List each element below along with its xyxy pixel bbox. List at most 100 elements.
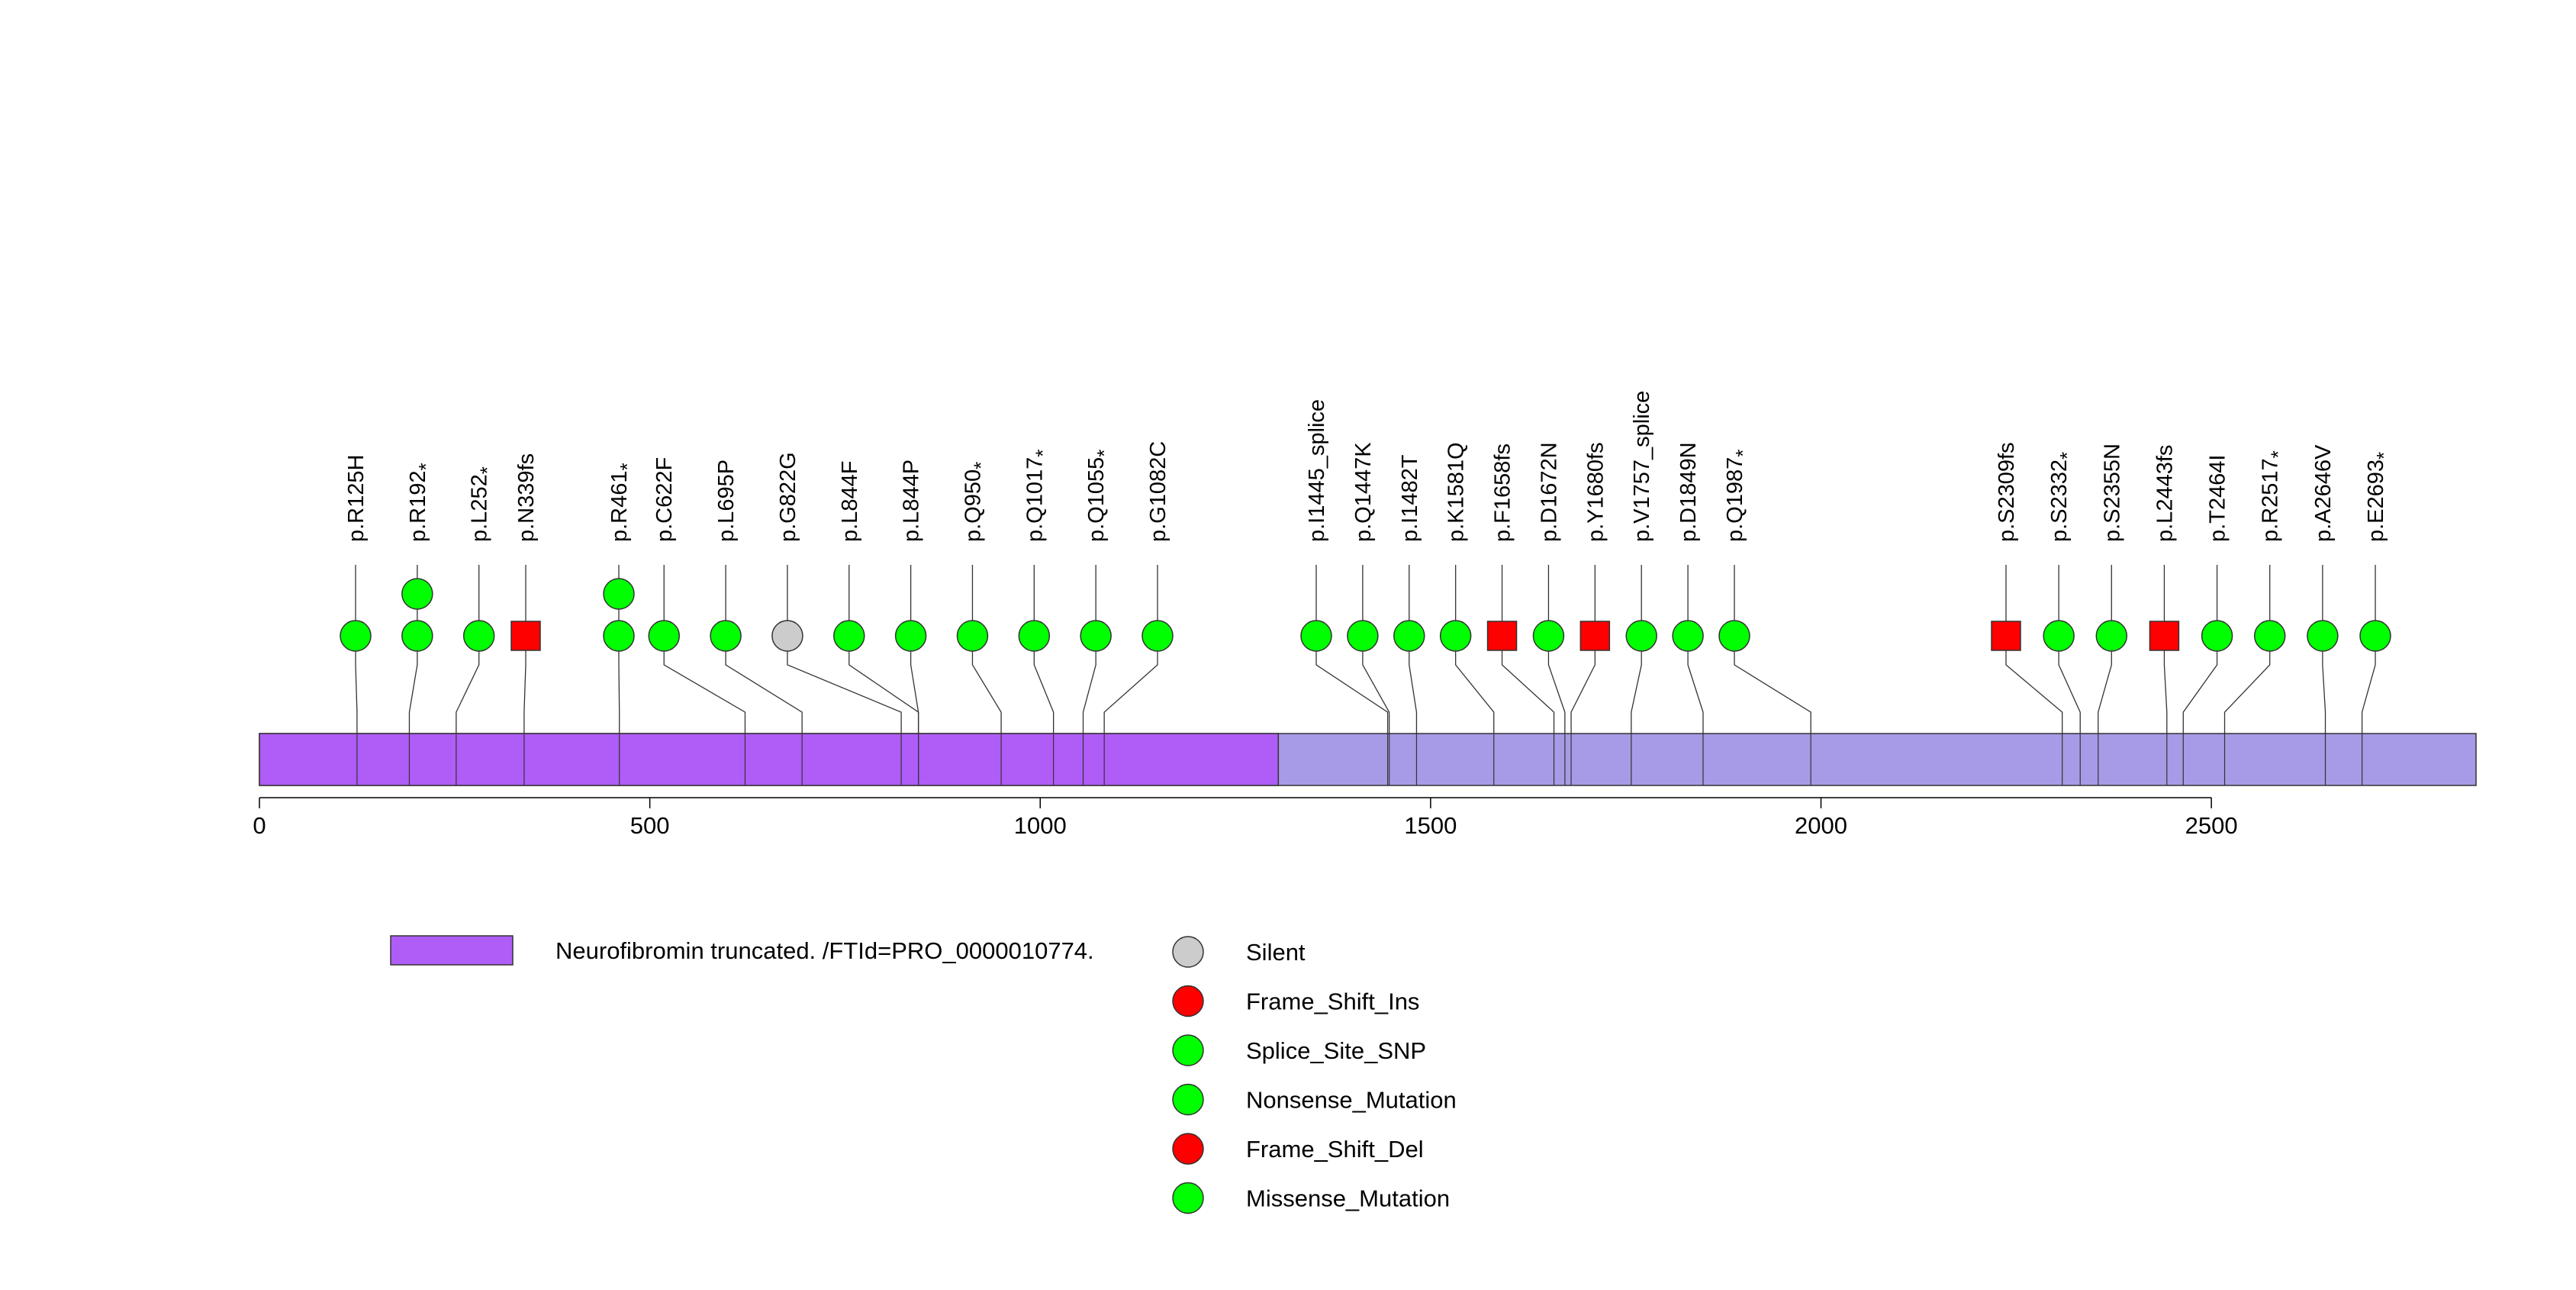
marker-p-s2309fs	[1991, 621, 2021, 651]
mutation-label-p-d1672n: p.D1672N	[1537, 442, 1561, 542]
connector-p-g822g	[787, 565, 902, 734]
marker-p-r192	[401, 620, 433, 652]
marker-p-i1445-splice	[1300, 620, 1332, 652]
connector-p-s2332	[2058, 565, 2081, 734]
mutation-label-p-r461: p.R461*	[607, 463, 639, 542]
mutation-label-p-q1987: p.Q1987*	[1723, 450, 1754, 542]
marker-p-r125h	[340, 620, 372, 652]
mutation-label-p-l252: p.L252*	[468, 466, 499, 542]
connector-lines	[355, 565, 2376, 734]
legend-label-splice-site-snp: Splice_Site_SNP	[1246, 1037, 1426, 1064]
mutation-label-p-i1482t: p.I1482T	[1398, 454, 1422, 542]
marker-p-r461-2	[603, 578, 635, 610]
marker-p-d1849n	[1672, 620, 1704, 652]
connector-p-d1672n	[1547, 565, 1566, 734]
legend-swatch-frame-shift-del	[1172, 1133, 1204, 1165]
connector-p-g1082c	[1103, 565, 1158, 734]
connector-p-l695p	[725, 565, 803, 734]
marker-p-f1658fs	[1486, 621, 1518, 651]
legend-label-frame-shift-del: Frame_Shift_Del	[1246, 1136, 1424, 1163]
mutation-label-p-t2464i: p.T2464I	[2206, 455, 2230, 542]
marker-p-r192-2	[401, 578, 433, 610]
legend-swatch-nonsense-mutation	[1172, 1083, 1204, 1116]
mutation-label-p-l844f: p.L844F	[838, 461, 862, 542]
mutation-label-p-q1055: p.Q1055*	[1084, 450, 1116, 542]
marker-p-l2443fs	[2149, 621, 2180, 651]
legend-label-silent: Silent	[1246, 939, 1306, 966]
legend-swatch-splice-site-snp	[1172, 1034, 1204, 1066]
mutation-site-lines	[356, 734, 2363, 785]
mutation-label-p-r192: p.R192*	[406, 463, 437, 542]
connector-p-k1581q	[1455, 565, 1495, 734]
mutation-label-p-s2332: p.S2332*	[2047, 452, 2079, 542]
connector-p-r2517	[2223, 565, 2271, 734]
tick-label-0: 0	[253, 812, 266, 839]
connector-p-e2693	[2361, 565, 2376, 734]
marker-p-c622f	[648, 620, 680, 652]
domain-neurofibromin-truncated	[259, 733, 1280, 786]
connector-p-r125h	[355, 565, 358, 734]
mutation-label-p-q1017: p.Q1017*	[1022, 450, 1054, 542]
mutation-label-p-r125h: p.R125H	[344, 455, 369, 542]
marker-p-g1082c	[1141, 620, 1174, 652]
mutation-markers	[340, 578, 2391, 652]
tick-label-500: 500	[630, 812, 670, 839]
connector-p-q1055	[1082, 565, 1096, 734]
connector-p-q950	[971, 565, 1002, 734]
marker-p-t2464i	[2201, 620, 2233, 652]
connector-p-q1987	[1734, 565, 1811, 734]
legend-swatch-frame-shift-ins	[1172, 985, 1204, 1017]
tick-label-2500: 2500	[2185, 812, 2238, 839]
mutation-label-p-v1757-splice: p.V1757_splice	[1630, 391, 1654, 542]
marker-p-q1447k	[1347, 620, 1379, 652]
legend-domain-swatch	[390, 935, 514, 966]
legend-label-frame-shift-ins: Frame_Shift_Ins	[1246, 988, 1419, 1015]
marker-p-q950	[956, 620, 989, 652]
marker-p-k1581q	[1439, 620, 1472, 652]
mutation-label-p-g1082c: p.G1082C	[1146, 441, 1170, 542]
mutation-label-p-s2309fs: p.S2309fs	[1995, 442, 2019, 542]
connector-p-s2355n	[2098, 565, 2112, 734]
mutation-label-p-q950: p.Q950*	[961, 462, 992, 542]
tick-label-2000: 2000	[1795, 812, 1847, 839]
mutation-label-p-a2646v: p.A2646V	[2311, 444, 2336, 542]
mutation-label-p-l844p: p.L844P	[900, 460, 924, 542]
mutation-label-p-e2693: p.E2693*	[2364, 452, 2395, 542]
protein-track	[259, 733, 2477, 786]
legend-label-missense-mutation: Missense_Mutation	[1246, 1185, 1450, 1212]
mutation-label-p-g822g: p.G822G	[776, 452, 800, 542]
mutation-label-p-f1658fs: p.F1658fs	[1491, 443, 1515, 542]
mutation-label-p-s2355n: p.S2355N	[2100, 443, 2124, 542]
legend-swatch-silent	[1172, 936, 1204, 968]
connector-p-c622f	[663, 565, 746, 734]
tick-label-1000: 1000	[1014, 812, 1067, 839]
connector-p-l844p	[910, 565, 919, 734]
mutation-label-p-n339fs: p.N339fs	[514, 453, 539, 542]
marker-p-l844p	[894, 620, 927, 652]
connector-p-y1680fs	[1570, 565, 1596, 734]
mutation-label-p-r2517: p.R2517*	[2259, 450, 2290, 542]
connector-p-q1017	[1033, 565, 1055, 734]
mutation-label-p-l2443fs: p.L2443fs	[2153, 445, 2177, 542]
marker-p-g822g	[771, 620, 803, 652]
marker-p-l252	[462, 620, 495, 652]
connector-p-n339fs	[523, 565, 526, 734]
connector-p-a2646v	[2322, 565, 2326, 734]
mutation-label-p-y1680fs: p.Y1680fs	[1583, 442, 1608, 542]
legend-label-nonsense-mutation: Nonsense_Mutation	[1246, 1087, 1457, 1114]
marker-p-q1987	[1718, 620, 1750, 652]
legend-swatch-missense-mutation	[1172, 1182, 1204, 1214]
marker-p-l844f	[833, 620, 865, 652]
marker-p-s2332	[2043, 620, 2075, 652]
marker-p-n339fs	[510, 621, 541, 651]
marker-p-d1672n	[1532, 620, 1565, 652]
connector-p-r192	[408, 565, 418, 734]
x-axis: 0 500 1000 1500 2000 2500	[253, 797, 2238, 839]
connector-p-l252	[456, 565, 480, 734]
legend-domain-label: Neurofibromin truncated. /FTId=PRO_00000…	[555, 937, 1094, 964]
connector-p-i1445-splice	[1315, 565, 1389, 734]
mutation-labels: p.R125H p.R192* p.L252* p.N339fs p.R461* p.C6…	[344, 391, 2395, 542]
mutation-label-p-l695p: p.L695P	[714, 460, 739, 542]
marker-p-s2355n	[2095, 620, 2128, 652]
